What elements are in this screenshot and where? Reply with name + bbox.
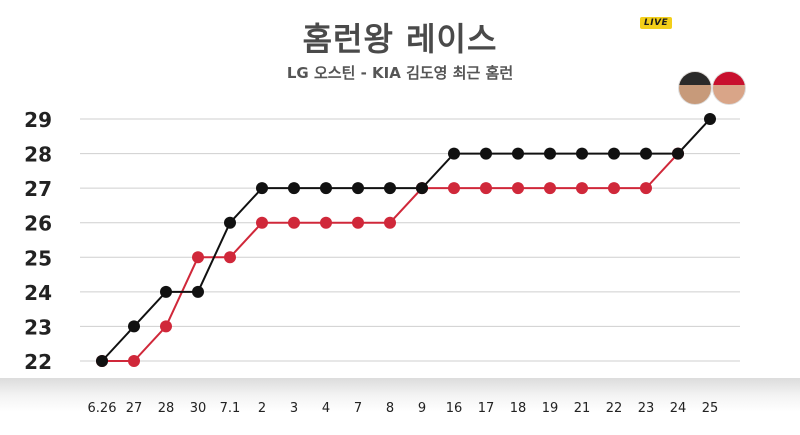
data-point [640, 182, 652, 195]
data-point [96, 355, 108, 367]
y-tick-label: 29 [24, 108, 52, 132]
x-tick-label: 27 [126, 401, 143, 416]
data-point [544, 147, 556, 160]
data-point [160, 285, 172, 298]
data-point [448, 182, 460, 195]
player-avatar-kim-doyoung [712, 71, 746, 105]
data-point [576, 147, 588, 160]
x-tick-label: 25 [702, 401, 719, 416]
data-point [256, 216, 268, 229]
y-tick-label: 25 [24, 246, 52, 270]
live-badge: LIVE [640, 17, 673, 29]
data-point [320, 216, 332, 229]
data-point [384, 216, 396, 229]
data-point [256, 182, 268, 195]
data-point [480, 147, 492, 160]
data-point [704, 113, 716, 125]
data-point [640, 147, 652, 160]
data-point [128, 355, 140, 367]
data-point [224, 216, 236, 229]
data-point [192, 285, 204, 298]
data-point [576, 182, 588, 195]
data-point [448, 147, 460, 160]
x-tick-label: 16 [446, 401, 463, 416]
x-axis-band [0, 378, 800, 435]
data-point [320, 182, 332, 195]
data-point [192, 251, 204, 264]
y-tick-label: 24 [24, 281, 52, 305]
data-point [608, 182, 620, 195]
data-point [288, 182, 300, 195]
player-avatar-austin [678, 71, 712, 105]
data-point [544, 182, 556, 195]
x-tick-label: 30 [190, 401, 207, 416]
y-tick-label: 26 [24, 212, 52, 236]
data-point [128, 320, 140, 333]
x-tick-label: 21 [574, 401, 591, 416]
x-tick-label: 23 [638, 401, 655, 416]
data-point [480, 182, 492, 195]
x-tick-label: 9 [418, 401, 426, 416]
x-tick-label: 28 [158, 401, 175, 416]
x-tick-label: 8 [386, 401, 394, 416]
data-point [608, 147, 620, 160]
data-point [416, 182, 428, 195]
chart-subtitle: LG 오스틴 - KIA 김도영 최근 홈런 [286, 64, 514, 82]
data-point [288, 216, 300, 229]
x-tick-label: 22 [606, 401, 623, 416]
x-tick-label: 3 [290, 401, 298, 416]
data-point [512, 182, 524, 195]
x-tick-label: 19 [542, 401, 559, 416]
data-point [384, 182, 396, 195]
x-tick-label: 6.26 [88, 401, 117, 416]
y-tick-label: 23 [24, 315, 52, 339]
data-point [160, 320, 172, 333]
x-tick-label: 4 [322, 401, 330, 416]
y-tick-label: 28 [24, 143, 52, 167]
x-tick-label: 18 [510, 401, 527, 416]
data-point [224, 251, 236, 264]
x-tick-label: 2 [258, 401, 266, 416]
data-point [672, 147, 684, 160]
x-tick-label: 7 [354, 401, 362, 416]
data-point [512, 147, 524, 160]
data-point [352, 182, 364, 195]
x-tick-label: 24 [670, 401, 687, 416]
data-point [352, 216, 364, 229]
y-tick-label: 27 [24, 177, 52, 201]
y-tick-label: 22 [24, 350, 52, 374]
x-tick-label: 7.1 [220, 401, 241, 416]
chart-title: 홈런왕 레이스 [302, 20, 498, 58]
x-tick-label: 17 [478, 401, 495, 416]
